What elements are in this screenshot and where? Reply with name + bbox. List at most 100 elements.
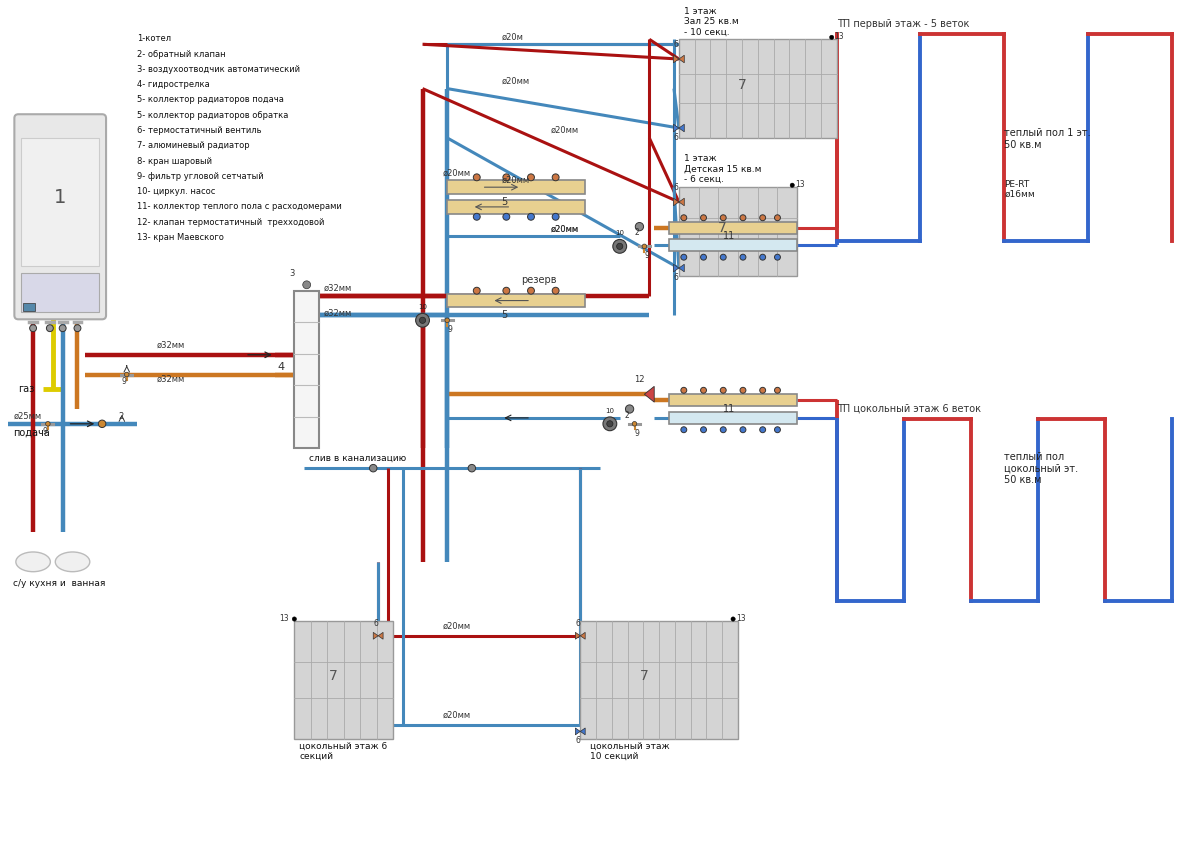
Circle shape	[635, 222, 643, 231]
Circle shape	[790, 183, 794, 187]
Circle shape	[740, 427, 746, 433]
Circle shape	[740, 215, 746, 221]
Circle shape	[680, 254, 686, 260]
Circle shape	[701, 427, 707, 433]
Text: цокольный этаж 6
секций: цокольный этаж 6 секций	[299, 741, 388, 761]
Text: 13: 13	[736, 614, 745, 623]
Circle shape	[701, 215, 707, 221]
Bar	[294, 621, 392, 740]
Circle shape	[774, 254, 780, 260]
Circle shape	[720, 215, 726, 221]
Text: 5- коллектор радиаторов обратка: 5- коллектор радиаторов обратка	[137, 111, 288, 119]
Circle shape	[302, 281, 311, 289]
Text: 13- кран Маевского: 13- кран Маевского	[137, 233, 223, 242]
Text: 3: 3	[289, 269, 295, 278]
Bar	[679, 187, 797, 276]
Text: подача: подача	[13, 428, 50, 437]
Circle shape	[632, 422, 637, 426]
Polygon shape	[644, 387, 654, 402]
Text: ø20мм: ø20мм	[551, 224, 578, 234]
Text: 11- коллектор теплого пола с расходомерами: 11- коллектор теплого пола с расходомера…	[137, 203, 341, 211]
Text: 9: 9	[635, 429, 640, 437]
Circle shape	[680, 427, 686, 433]
Text: 11: 11	[724, 404, 736, 414]
Bar	[23, 302, 35, 312]
Circle shape	[760, 427, 766, 433]
Text: ø32мм: ø32мм	[324, 283, 352, 293]
Text: 6: 6	[373, 619, 378, 628]
Text: 1: 1	[54, 187, 66, 206]
Text: ТП цокольный этаж 6 веток: ТП цокольный этаж 6 веток	[836, 404, 980, 414]
Text: ø32мм: ø32мм	[324, 308, 352, 317]
Circle shape	[774, 387, 780, 393]
Circle shape	[473, 213, 480, 220]
Circle shape	[30, 325, 36, 332]
Circle shape	[701, 387, 707, 393]
Circle shape	[552, 287, 559, 294]
Circle shape	[613, 240, 626, 253]
Circle shape	[680, 215, 686, 221]
Text: 5: 5	[502, 197, 508, 207]
Circle shape	[59, 325, 66, 332]
Text: 6: 6	[575, 736, 581, 746]
Circle shape	[445, 318, 450, 323]
Text: 10: 10	[418, 304, 427, 310]
Text: слив в канализацию: слив в канализацию	[310, 454, 407, 462]
Polygon shape	[673, 198, 679, 206]
Text: 12: 12	[635, 375, 646, 384]
Bar	[294, 290, 319, 448]
Text: ø20мм: ø20мм	[443, 710, 470, 720]
Text: 9: 9	[448, 325, 452, 334]
Circle shape	[720, 427, 726, 433]
Text: 8- кран шаровый: 8- кран шаровый	[137, 156, 211, 166]
Bar	[670, 222, 797, 234]
Text: 9: 9	[644, 251, 649, 260]
Text: резерв: резерв	[521, 275, 557, 285]
Circle shape	[760, 254, 766, 260]
Polygon shape	[373, 632, 378, 639]
Bar	[22, 138, 100, 266]
Text: 7: 7	[640, 669, 648, 683]
Circle shape	[774, 427, 780, 433]
Circle shape	[46, 422, 50, 426]
Polygon shape	[679, 198, 684, 206]
Bar	[448, 200, 586, 214]
Circle shape	[47, 325, 53, 332]
Text: 6: 6	[674, 273, 679, 282]
Circle shape	[829, 35, 834, 40]
Circle shape	[552, 174, 559, 180]
Circle shape	[292, 617, 296, 621]
Circle shape	[98, 420, 106, 428]
Circle shape	[503, 213, 510, 220]
Circle shape	[720, 254, 726, 260]
Polygon shape	[581, 632, 586, 639]
Circle shape	[552, 213, 559, 220]
Text: 10- циркул. насос: 10- циркул. насос	[137, 187, 215, 196]
Text: 1 этаж
Зал 25 кв.м
- 10 секц.: 1 этаж Зал 25 кв.м - 10 секц.	[684, 7, 738, 36]
Text: ø20мм: ø20мм	[551, 224, 578, 234]
Text: 7- алюминевый радиатор: 7- алюминевый радиатор	[137, 142, 250, 150]
Text: ø32мм: ø32мм	[156, 341, 185, 350]
Text: 4- гидрострелка: 4- гидрострелка	[137, 80, 209, 89]
Text: 6: 6	[674, 183, 679, 192]
Text: 1 этаж
Детская 15 кв.м
- 6 секц.: 1 этаж Детская 15 кв.м - 6 секц.	[684, 155, 761, 185]
Text: 10: 10	[605, 408, 614, 414]
Polygon shape	[673, 55, 679, 63]
Circle shape	[720, 387, 726, 393]
Polygon shape	[581, 728, 586, 734]
Text: 6: 6	[575, 619, 581, 628]
Text: 2: 2	[119, 411, 124, 421]
Text: 2- обратный клапан: 2- обратный клапан	[137, 50, 226, 58]
Circle shape	[740, 254, 746, 260]
Circle shape	[740, 387, 746, 393]
Polygon shape	[673, 125, 679, 131]
Circle shape	[602, 417, 617, 430]
Text: газ: газ	[18, 384, 35, 394]
Bar	[670, 394, 797, 406]
Circle shape	[370, 465, 377, 472]
Text: теплый пол
цокольный эт.
50 кв.м: теплый пол цокольный эт. 50 кв.м	[1004, 452, 1079, 485]
Text: 1-котел: 1-котел	[137, 34, 170, 43]
Bar	[22, 273, 100, 313]
Polygon shape	[679, 55, 684, 63]
Ellipse shape	[16, 552, 50, 572]
